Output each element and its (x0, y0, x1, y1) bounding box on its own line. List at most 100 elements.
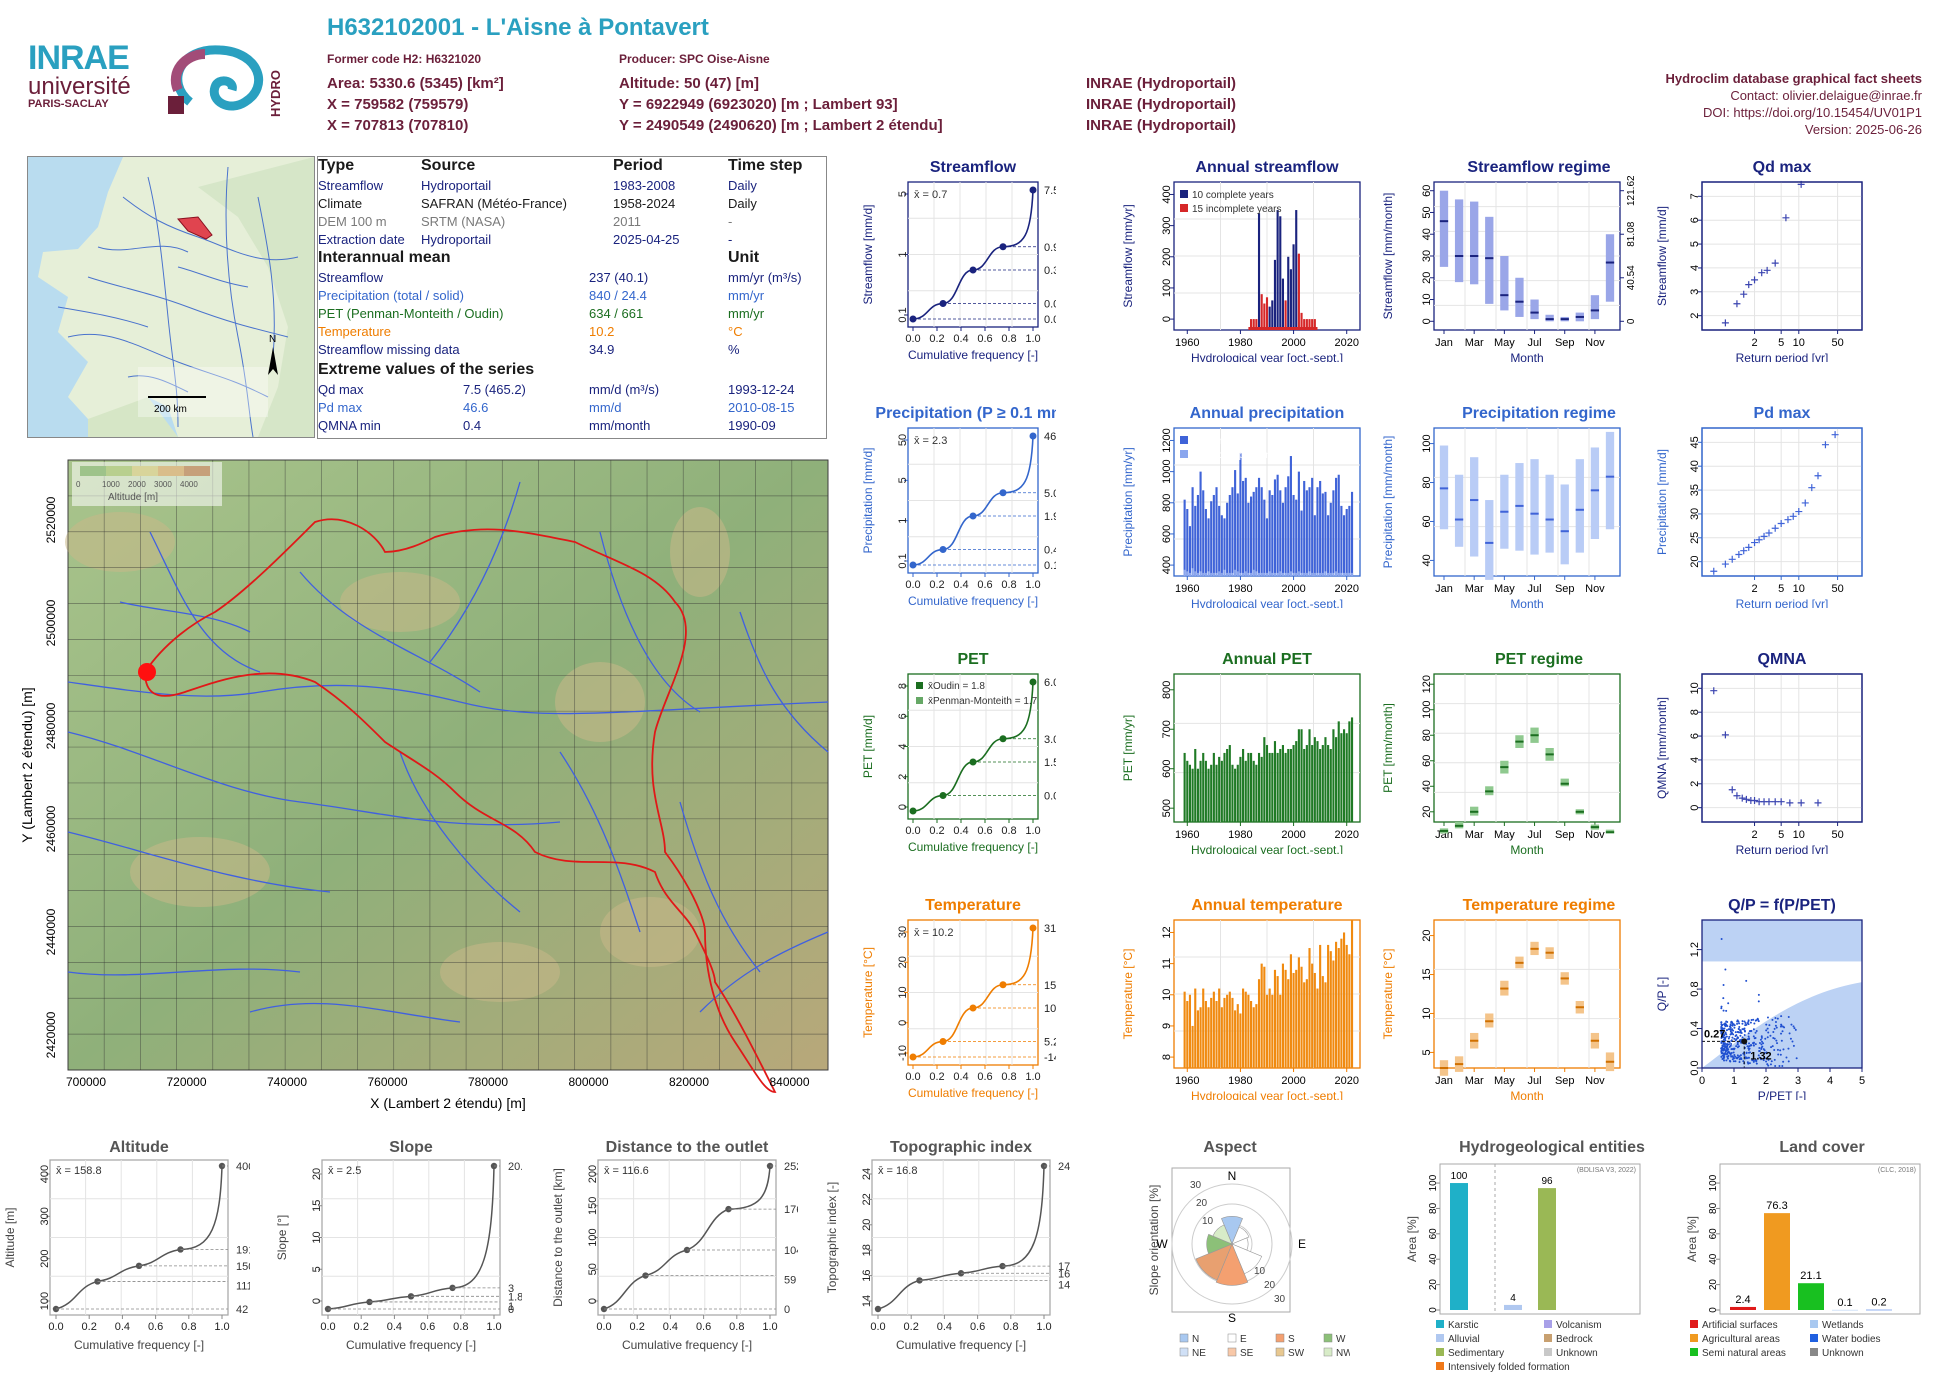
qp-point (1793, 1027, 1796, 1030)
annual_streamflow-bar (1276, 210, 1279, 330)
x-tick-label: 0.8 (1001, 1071, 1016, 1083)
mean-unit: °C (728, 324, 743, 339)
landcover-legend-swatch (1690, 1334, 1698, 1342)
aspect-sector (1212, 1224, 1233, 1245)
qp-point (1723, 1027, 1726, 1030)
annual_precipitation-bar (1276, 474, 1279, 576)
y-tick-label: 80 (1428, 1202, 1439, 1214)
qp-point (1754, 1031, 1757, 1034)
topo-quantile-point (874, 1305, 882, 1313)
qp-point (1740, 1058, 1743, 1061)
annual_precipitation-solid-bar (1239, 572, 1242, 576)
qp-point (1726, 1051, 1729, 1054)
annual_temperature-bar (1348, 954, 1351, 1068)
unit-title: Unit (728, 249, 760, 266)
qmna-point (1765, 798, 1773, 806)
annual_precipitation-bar (1265, 518, 1269, 576)
pet-quantile-point (969, 758, 977, 766)
ring-label: 10 (1202, 1216, 1214, 1227)
y-axis-label: Area [%] (1405, 1216, 1419, 1262)
qp-point (1721, 1046, 1724, 1049)
annual_pet-bar (1236, 764, 1239, 822)
right-tick-label: 0.1 (1044, 560, 1056, 572)
source-3: INRAE (Hydroportail) (1086, 117, 1236, 134)
annual_precipitation-bar (1231, 487, 1234, 576)
pd_max-point (1808, 484, 1816, 492)
annual_precipitation-bar (1303, 480, 1306, 576)
x-tick-label: 5 (1778, 337, 1784, 349)
annual_precipitation-solid-bar (1332, 572, 1335, 576)
annual_temperature-bar (1249, 1001, 1253, 1068)
annual_precipitation-solid-bar (1276, 572, 1279, 576)
map-river (679, 801, 761, 973)
qp-point (1753, 1022, 1756, 1025)
y-tick-label: 35 (1689, 484, 1701, 496)
chart-title: Temperature (925, 897, 1021, 914)
mean-label: Precipitation (total / solid) (318, 288, 464, 303)
annual_pet-bar (1183, 752, 1186, 822)
y-tick-label: 7 (1689, 193, 1701, 199)
x-tick-label: 1980 (1228, 1075, 1252, 1087)
precipitation-quantile-point (1029, 432, 1037, 440)
annual_temperature-bar (1303, 982, 1306, 1068)
aspect-legend-swatch (1275, 1347, 1285, 1357)
extreme-unit: mm/month (589, 418, 651, 433)
y-axis-label: Temperature [°C] (1381, 949, 1395, 1040)
x-axis-label: Return period [yr] (1736, 597, 1829, 608)
qmna-point (1786, 799, 1794, 807)
annual_temperature-bar (1239, 1013, 1242, 1068)
x-tick-label: May (1494, 583, 1515, 595)
annual_precipitation-solid-bar (1350, 572, 1354, 576)
annual_precipitation-solid-bar (1281, 572, 1285, 576)
annual_streamflow-bar (1252, 319, 1255, 330)
annual_precipitation-bar (1311, 477, 1314, 576)
annual_precipitation-solid-bar (1207, 571, 1210, 576)
qp-point (1747, 1035, 1750, 1038)
x-tick-label: 0.6 (148, 1321, 163, 1333)
info-cell: 2025-04-25 (613, 232, 680, 247)
qp-point (1771, 1045, 1774, 1048)
rose-ring (1171, 1183, 1293, 1305)
x-tick-label: 2020 (1334, 337, 1358, 349)
extreme-date: 1993-12-24 (728, 382, 795, 397)
map-relief-patch (440, 942, 560, 1002)
annual_precipitation-bar (1228, 494, 1231, 576)
streamflow_regime-chart: Streamflow regime Jan Mar May Jul Sep Nov 0 10 20… (1376, 152, 1651, 365)
annual_streamflow-bar (1297, 253, 1300, 330)
qp-point (1795, 1057, 1798, 1060)
qp-point (1756, 1017, 1759, 1020)
y-tick-label: 100 (1428, 1174, 1439, 1191)
temperature_regime-svg: Temperature regime Jan Mar May Jul Sep Nov 5 10 1… (1381, 897, 1621, 1103)
y-tick-label: 30 (1421, 250, 1433, 262)
qp-point (1747, 1056, 1750, 1059)
qp-point (1736, 1022, 1739, 1025)
right-tick-label: 0 (508, 1304, 514, 1316)
pet-quantile-point (909, 807, 917, 815)
producer: Producer: SPC Oise-Aisne (619, 52, 770, 66)
chart-title: Annual streamflow (1195, 159, 1339, 176)
y-tick-label: 400 (1161, 556, 1173, 574)
annual_temperature-bar (1295, 969, 1298, 1068)
streamflow_regime-box (1530, 299, 1539, 320)
y-axis-label: Temperature [°C] (861, 947, 875, 1038)
annual_precipitation-bar (1342, 515, 1346, 576)
y-tick-label: 0 (587, 1298, 599, 1304)
x-tick-label: Jan (1435, 583, 1453, 595)
x-axis-label: Return period [yr] (1736, 843, 1829, 854)
map-river (599, 531, 701, 713)
qp-point (1733, 1026, 1736, 1029)
x-tick-label: 1980 (1228, 829, 1252, 841)
qp-point (1771, 1018, 1774, 1021)
x-tick-label: Mar (1465, 1075, 1484, 1087)
qp-point (1778, 1064, 1781, 1067)
right-tick-label: 3 (508, 1283, 514, 1295)
annual_temperature-bar (1292, 972, 1295, 1068)
x-tick-label: 0.2 (929, 579, 944, 591)
annual_temperature-bar (1305, 979, 1308, 1068)
annual_precipitation-solid-bar (1252, 569, 1255, 576)
qp-point (1720, 1040, 1723, 1043)
qp-point (1760, 1036, 1763, 1039)
qp-point (1774, 1024, 1777, 1027)
qmna-point (1751, 797, 1759, 805)
annual_temperature-bar (1327, 944, 1330, 1068)
